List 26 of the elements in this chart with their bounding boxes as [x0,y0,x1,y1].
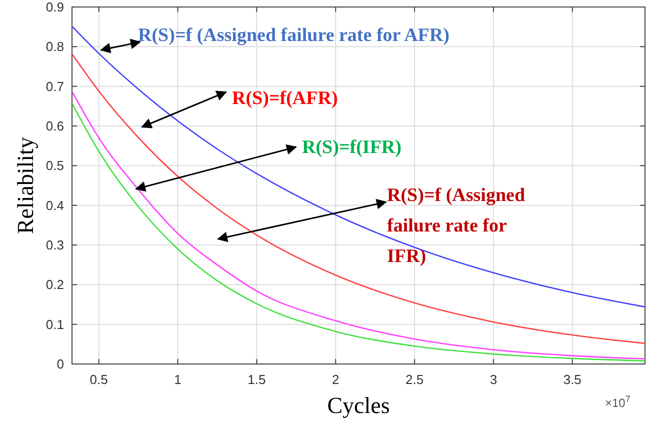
x-axis-title: Cycles [327,393,390,418]
y-tick-label: 0.4 [46,198,64,213]
y-tick-label: 0.9 [46,0,64,14]
annotation: R(S)=f(IFR) [302,137,402,158]
x-tick-label: 0.5 [90,372,108,387]
x-tick-label: 3.5 [563,372,582,387]
x-tick-label: 1.5 [248,372,266,387]
line-series [72,54,646,344]
y-tick-label: 0.6 [46,118,64,134]
text: ×10$^{7}$ [605,394,630,410]
x-tick-label: 1 [174,372,182,387]
x-tick-label: 3 [490,372,498,387]
x-tick-label: 2.5 [406,372,424,387]
y-axis-title: Reliability [13,136,38,234]
y-tick-label: 0.2 [46,277,64,292]
y-tick-label: 0 [56,356,64,372]
y-tick-label: 0.3 [46,238,64,252]
y-tick-label: 0.7 [46,78,64,94]
annotation: R(S)=f (Assigned failure rate for AFR) [138,25,450,46]
y-tick-label: 0.1 [46,316,64,332]
x-tick-label: 2 [332,372,340,387]
y-tick-label: 0.5 [46,158,64,174]
annotation: R(S)=f(AFR) [232,88,338,109]
y-tick-label: 0.8 [46,39,64,54]
line-series [72,26,646,308]
annotation: R(S)=f (Assigned failure rate for IFR) [387,185,526,267]
